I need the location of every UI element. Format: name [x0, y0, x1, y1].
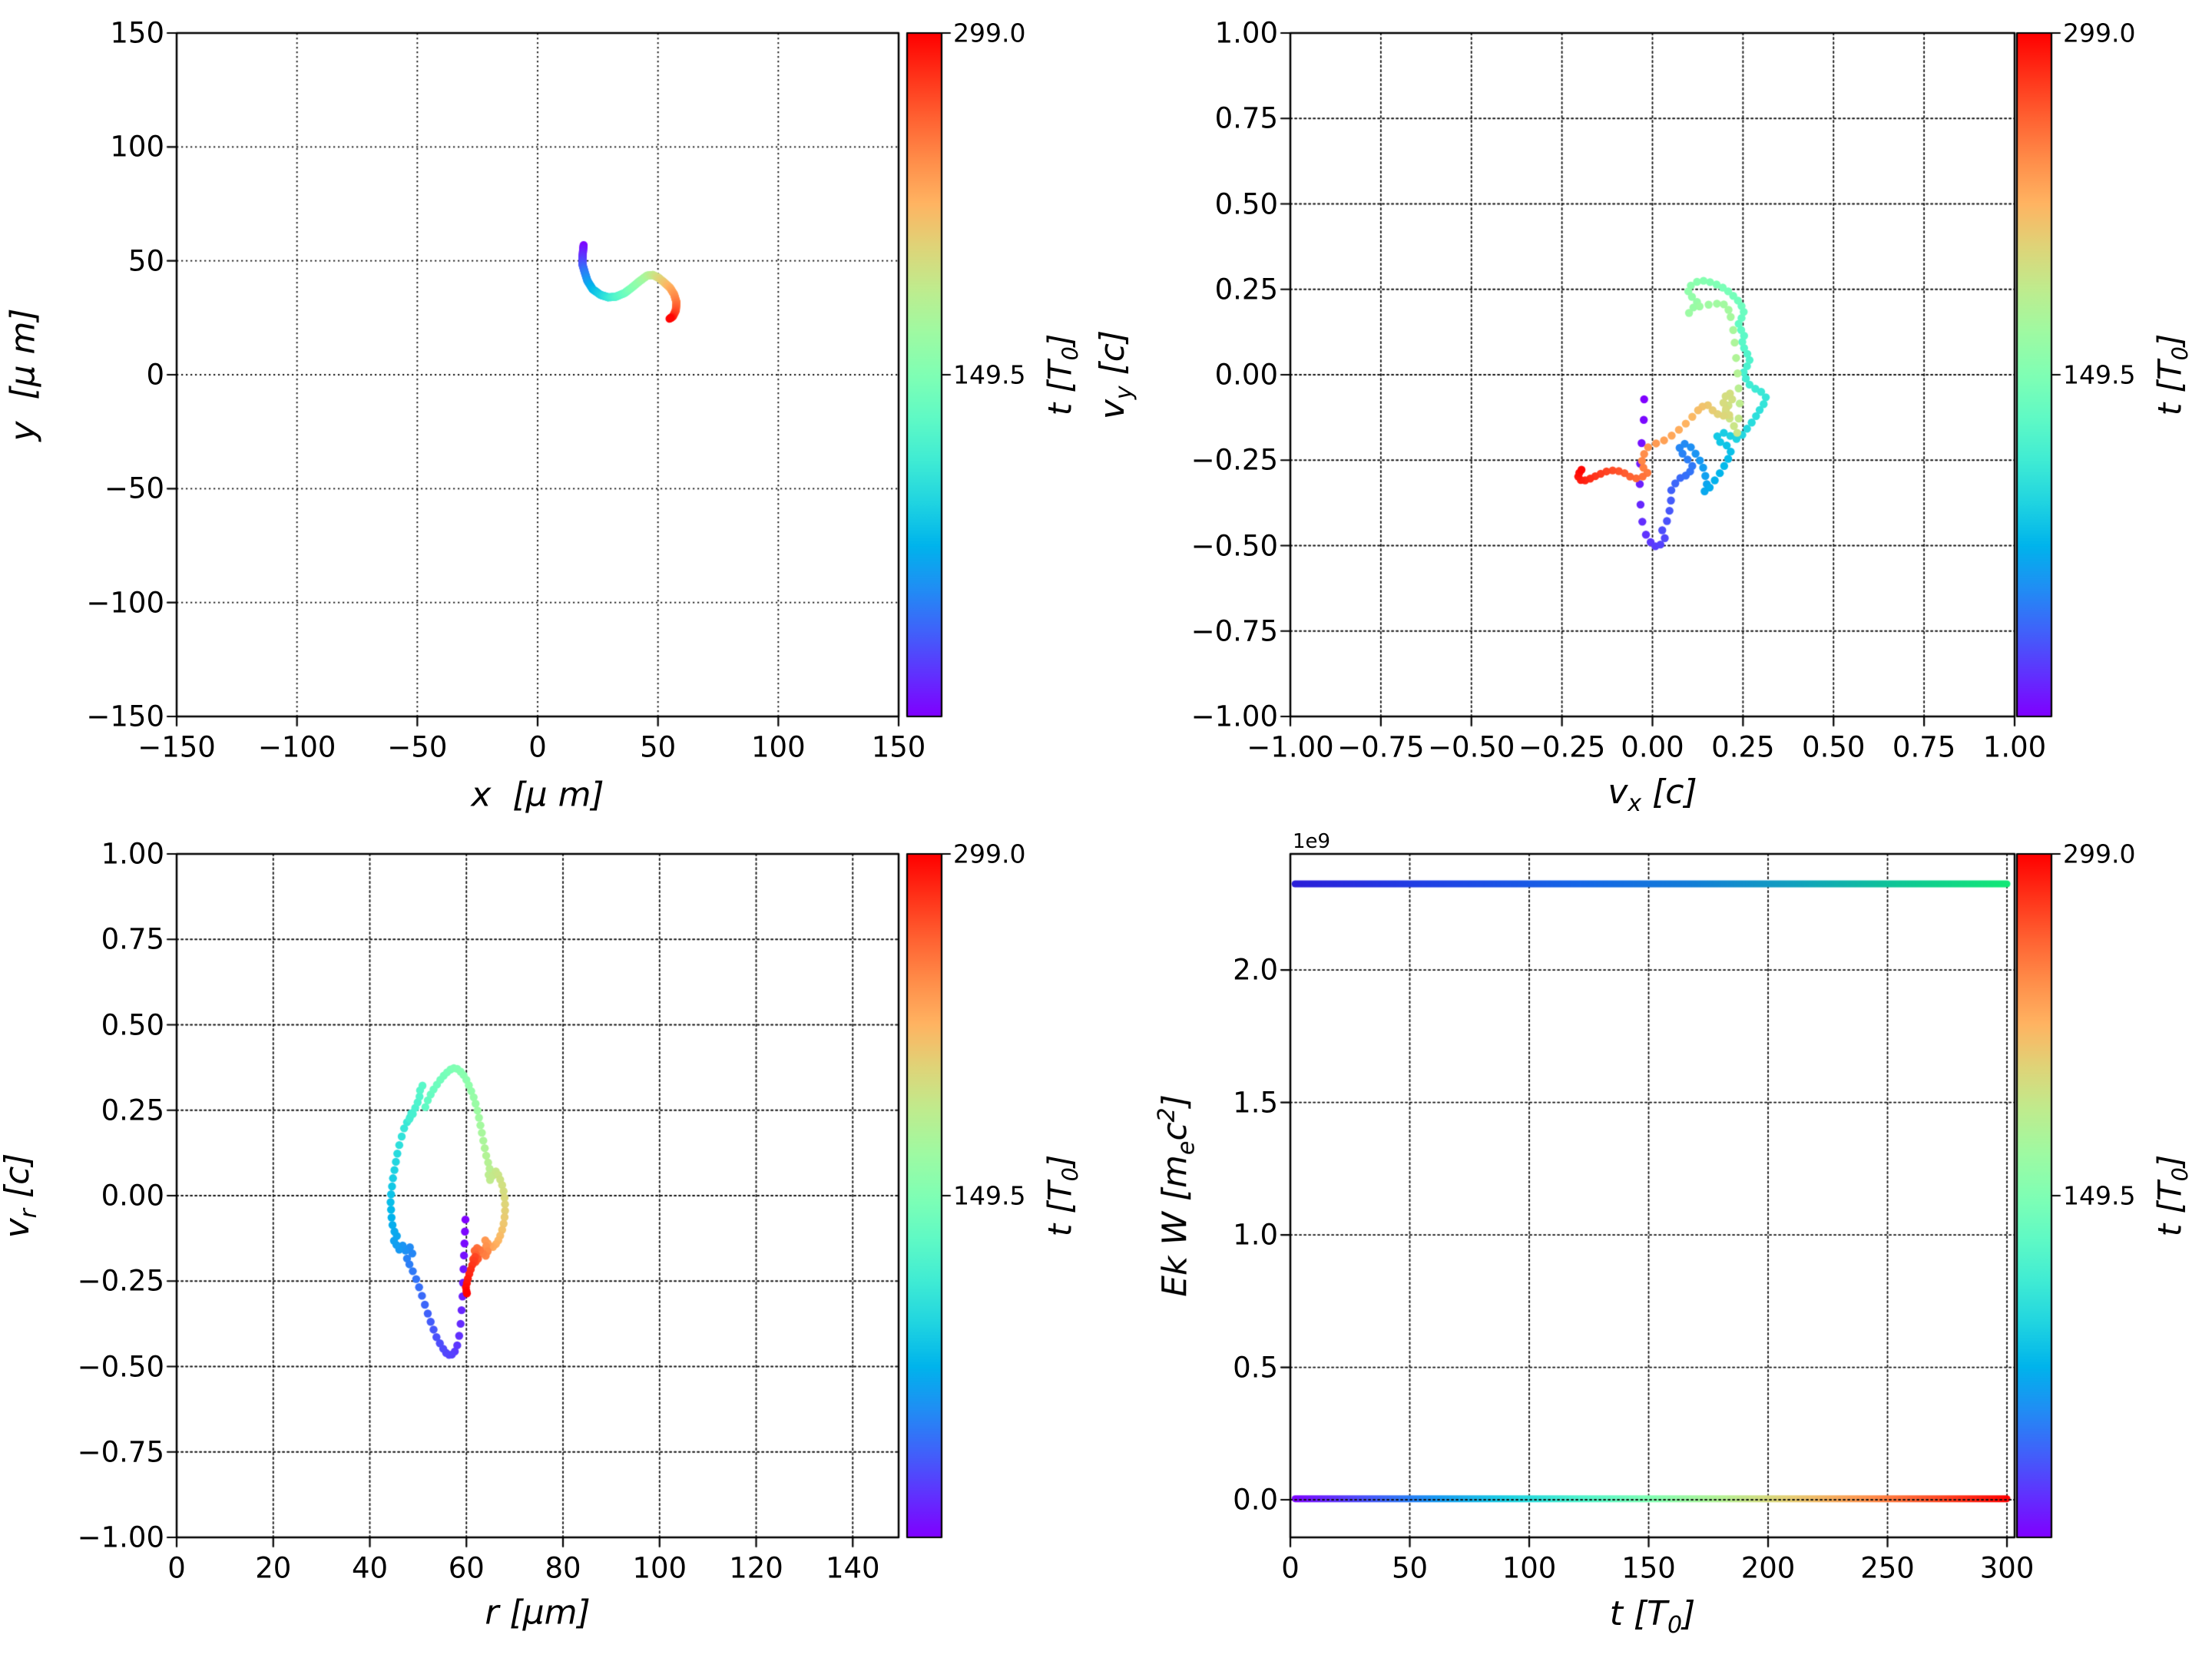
y-tick-label: 0: [146, 358, 164, 392]
x-tick-label: 0: [1281, 1551, 1300, 1585]
y-tick-label: −0.75: [1190, 614, 1278, 648]
y-tick-label: −0.50: [1190, 529, 1278, 562]
colorbar-label: t [T0]: [2151, 333, 2194, 416]
x-tick-label: 100: [1502, 1551, 1557, 1585]
y-tick-label: 100: [110, 130, 164, 164]
x-tick-label: 300: [1979, 1551, 2035, 1585]
colorbar-label: t [T0]: [1041, 1154, 1084, 1237]
x-tick-label: −0.50: [1428, 730, 1515, 764]
y-axis-label: y [μ m]: [3, 308, 43, 442]
y-tick-label: −1.00: [77, 1520, 164, 1554]
y-tick-label: 50: [127, 244, 164, 278]
y-tick-label: −50: [104, 472, 164, 505]
x-tick-label: 0: [167, 1551, 186, 1585]
y-tick-label: −100: [86, 586, 164, 620]
x-tick-label: 100: [632, 1551, 687, 1585]
y-tick-label: 1.0: [1233, 1218, 1278, 1252]
colorbar-max-tick-label: 299.0: [953, 839, 1026, 869]
colorbar-mid-tick-label: 149.5: [2063, 1180, 2136, 1211]
y-tick-label: −0.50: [77, 1350, 164, 1383]
x-tick-label: 100: [751, 730, 806, 764]
x-tick-label: −100: [257, 730, 336, 764]
y-axis-offset-text: 1e9: [1293, 830, 1331, 853]
y-tick-label: 0.75: [101, 922, 164, 956]
x-tick-label: 50: [1391, 1551, 1429, 1585]
colorbar-mid-tick-label: 149.5: [953, 1180, 1026, 1211]
x-tick-label: −50: [387, 730, 448, 764]
x-tick-label: 150: [1621, 1551, 1676, 1585]
y-tick-label: −0.25: [77, 1264, 164, 1298]
colorbar-mid-tick-label: 149.5: [2063, 359, 2136, 390]
x-tick-label: 20: [255, 1551, 292, 1585]
colorbar-max-tick-label: 299.0: [2063, 839, 2136, 869]
x-axis-label: t [T0]: [1609, 1594, 1696, 1639]
x-tick-label: 250: [1860, 1551, 1915, 1585]
y-tick-label: 0.25: [1214, 273, 1278, 306]
y-tick-label: −0.75: [77, 1435, 164, 1469]
y-tick-label: 1.00: [101, 837, 164, 871]
x-tick-label: 200: [1740, 1551, 1796, 1585]
x-tick-label: −0.25: [1518, 730, 1606, 764]
y-tick-label: −0.25: [1190, 443, 1278, 477]
x-tick-label: −1.00: [1247, 730, 1334, 764]
x-tick-label: 150: [871, 730, 926, 764]
x-axis-label: vx [c]: [1608, 773, 1697, 817]
x-axis-label: x [μ m]: [471, 775, 604, 815]
y-tick-label: 0.00: [101, 1179, 164, 1213]
x-tick-label: 140: [825, 1551, 880, 1585]
colorbar-mid-tick-label: 149.5: [953, 359, 1026, 390]
y-tick-label: −1.00: [1190, 700, 1278, 733]
x-tick-label: 80: [545, 1551, 581, 1585]
x-tick-label: 0.00: [1621, 730, 1684, 764]
x-tick-label: −150: [137, 730, 216, 764]
x-tick-label: 60: [448, 1551, 485, 1585]
colorbar-max-tick-label: 299.0: [953, 18, 1026, 48]
y-tick-label: 1.00: [1214, 16, 1278, 50]
x-tick-label: 50: [640, 730, 677, 764]
colorbar-label: t [T0]: [1041, 333, 1084, 416]
y-axis-label: vy [c]: [1093, 329, 1137, 420]
y-axis-label: Ek W [mec2]: [1153, 1094, 1200, 1297]
x-axis-label: r [μm]: [485, 1593, 591, 1633]
y-tick-label: 2.0: [1233, 953, 1278, 987]
y-tick-label: 0.50: [101, 1008, 164, 1041]
y-tick-label: 0.75: [1214, 101, 1278, 135]
x-tick-label: −0.75: [1337, 730, 1425, 764]
colorbar-label: t [T0]: [2151, 1154, 2194, 1237]
y-tick-label: 0.00: [1214, 358, 1278, 392]
x-tick-label: 120: [729, 1551, 783, 1585]
y-tick-label: 0.25: [101, 1094, 164, 1127]
x-tick-label: 0.50: [1802, 730, 1866, 764]
x-tick-label: 0.25: [1711, 730, 1775, 764]
y-tick-label: 0.5: [1233, 1351, 1278, 1385]
y-tick-label: 0.0: [1233, 1483, 1278, 1517]
y-tick-label: 150: [110, 16, 164, 50]
y-tick-label: 0.50: [1214, 187, 1278, 220]
x-tick-label: 40: [351, 1551, 389, 1585]
x-tick-label: 0: [528, 730, 547, 764]
colorbar-max-tick-label: 299.0: [2063, 18, 2136, 48]
y-axis-label: vr [c]: [0, 1153, 42, 1239]
y-tick-label: 1.5: [1233, 1086, 1278, 1120]
x-tick-label: 1.00: [1982, 730, 2047, 764]
y-tick-label: −150: [86, 700, 164, 733]
x-tick-label: 0.75: [1892, 730, 1956, 764]
